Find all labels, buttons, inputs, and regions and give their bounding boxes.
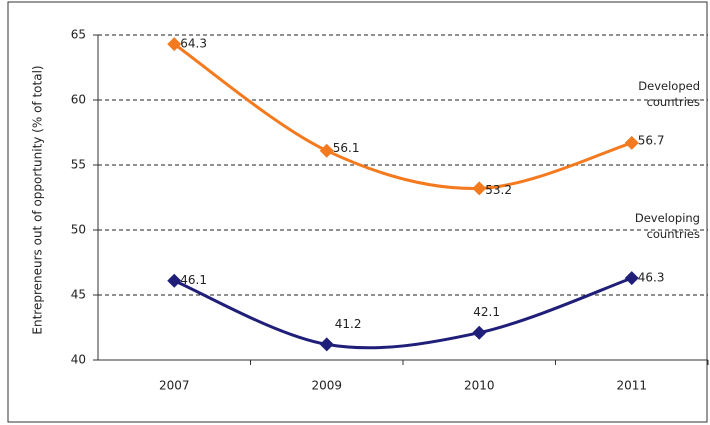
series-line — [173, 276, 633, 350]
data-label: 41.2 — [335, 317, 362, 331]
data-label: 56.7 — [638, 133, 665, 147]
x-tick-label: 2011 — [616, 379, 647, 393]
marker — [167, 37, 182, 52]
y-tick-label: 40 — [71, 353, 86, 367]
data-label: 46.3 — [638, 271, 665, 285]
marker — [319, 143, 334, 158]
marker — [624, 135, 639, 150]
marker — [624, 271, 639, 286]
y-tick-label: 60 — [71, 93, 86, 107]
marker — [319, 337, 334, 352]
data-label: 53.2 — [485, 183, 512, 197]
x-tick-label: 2010 — [464, 379, 495, 393]
marker — [472, 325, 487, 340]
y-axis-label: Entrepreneurs out of opportunity (% of t… — [31, 65, 45, 334]
data-label: 46.1 — [180, 273, 207, 287]
y-tick-label: 55 — [71, 158, 86, 172]
frame — [7, 1, 708, 423]
marker — [472, 181, 487, 196]
data-label: 56.1 — [333, 141, 360, 155]
x-tick-label: 2009 — [311, 379, 342, 393]
data-label: 64.3 — [180, 37, 207, 51]
series-line — [173, 42, 633, 190]
y-tick-label: 50 — [71, 223, 86, 237]
x-tick-label: 2007 — [159, 379, 190, 393]
data-label: 42.1 — [473, 305, 500, 319]
marker — [167, 273, 182, 288]
y-tick-label: 65 — [71, 28, 86, 42]
series-label: Developed countries — [638, 79, 700, 109]
series-label: Developing countries — [634, 211, 700, 241]
y-tick-label: 45 — [71, 288, 86, 302]
